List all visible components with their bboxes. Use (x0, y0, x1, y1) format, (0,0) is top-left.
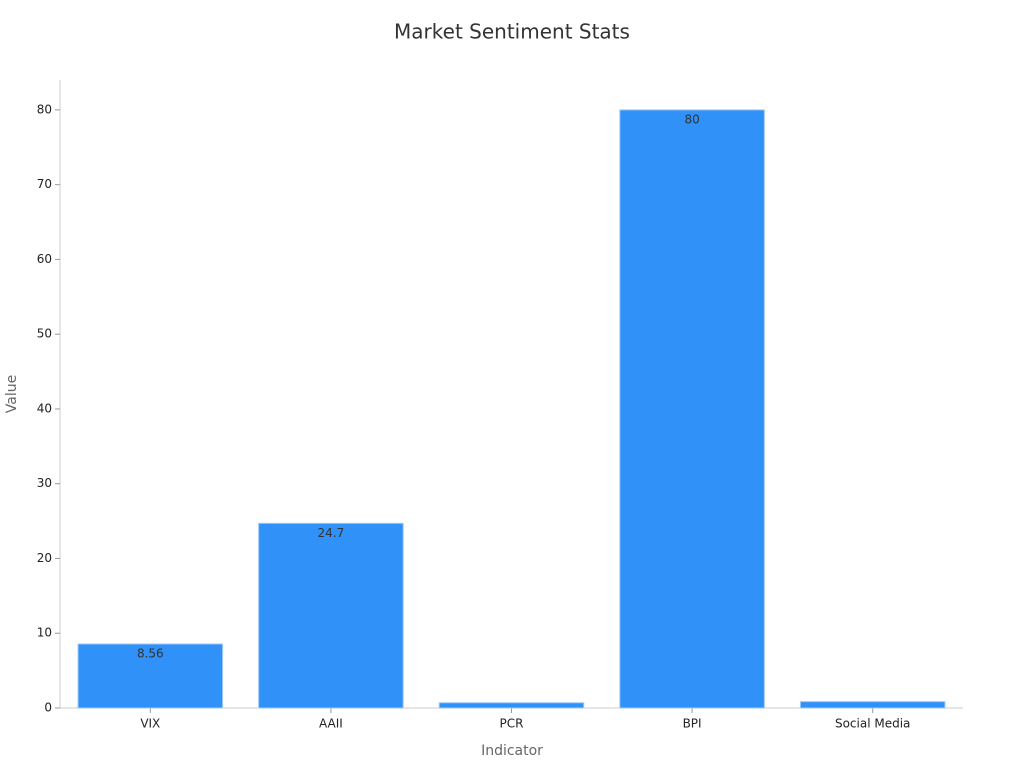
y-tick-label: 20 (37, 551, 52, 565)
x-tick-label: AAII (319, 717, 343, 731)
y-tick-label: 80 (37, 102, 52, 116)
y-axis-title: Value (4, 375, 20, 413)
x-axis-title: Indicator (481, 743, 543, 759)
y-tick-label: 10 (37, 626, 52, 640)
y-tick-label: 70 (37, 177, 52, 191)
bar (77, 643, 224, 709)
bar (619, 109, 765, 709)
value-label: 80 (684, 112, 699, 126)
y-tick-label: 30 (37, 476, 52, 490)
value-label: 24.7 (318, 526, 345, 540)
x-tick-label: BPI (683, 717, 702, 731)
x-tick-label: Social Media (835, 717, 910, 731)
bar (438, 702, 585, 709)
y-tick-label: 60 (37, 252, 52, 266)
x-tick-label: PCR (500, 717, 524, 731)
x-tick-label: VIX (140, 717, 160, 731)
y-tick-label: 40 (37, 401, 52, 415)
y-tick-label: 50 (37, 327, 52, 341)
y-tick-label: 0 (44, 701, 52, 715)
chart-title: Market Sentiment Stats (394, 20, 630, 44)
value-label: 8.56 (137, 647, 164, 661)
bar (799, 701, 946, 709)
bar (258, 522, 404, 709)
